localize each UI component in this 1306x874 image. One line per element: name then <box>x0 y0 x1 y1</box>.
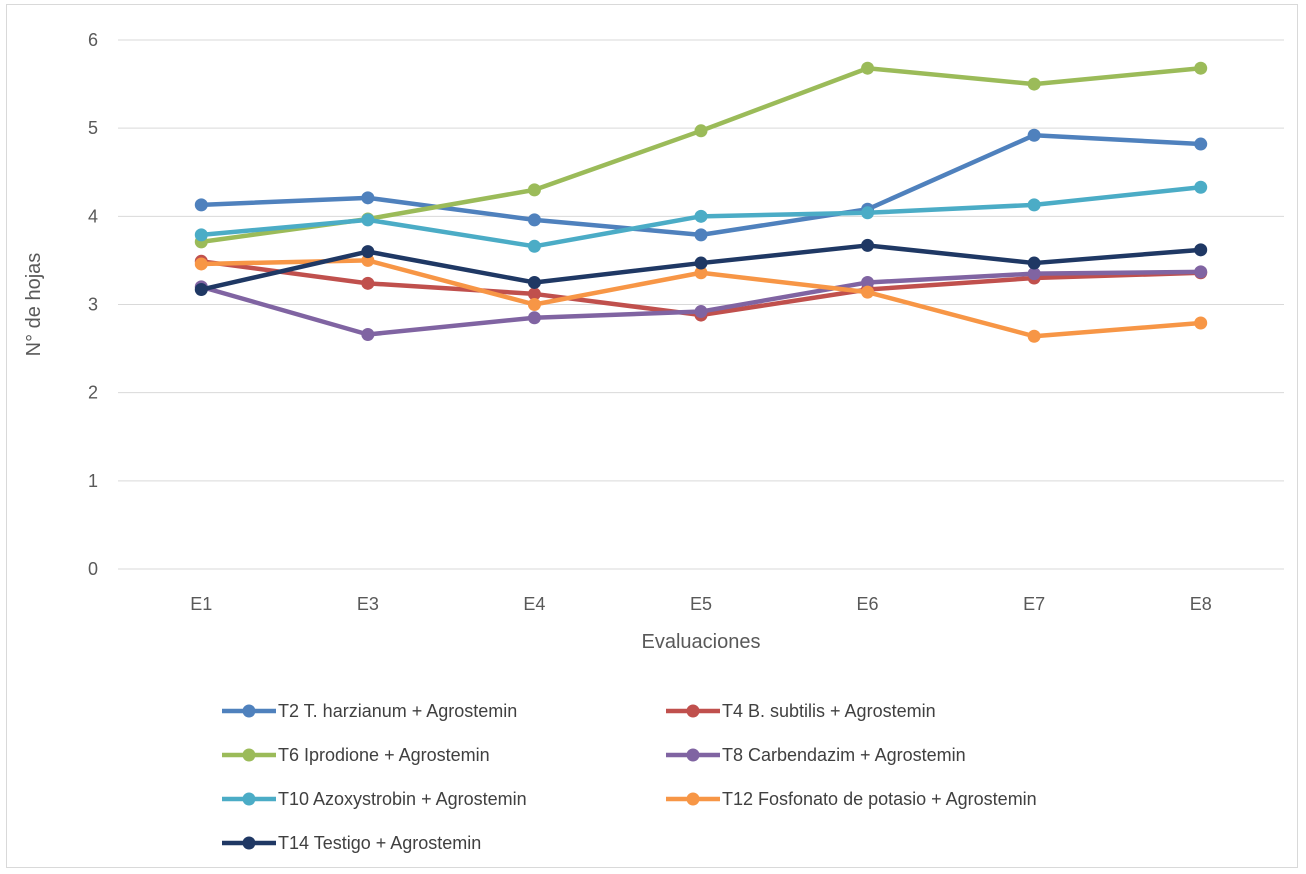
x-tick-label: E6 <box>857 594 879 614</box>
y-tick-label: 1 <box>88 471 98 491</box>
legend-item: T4 B. subtilis + Agrostemin <box>666 701 936 721</box>
legend-marker <box>242 748 256 762</box>
data-point <box>1194 243 1208 257</box>
data-point <box>1194 180 1208 194</box>
data-point <box>1027 256 1041 270</box>
data-point <box>694 256 708 270</box>
legend: T2 T. harzianum + Agrostemin T4 B. subtil… <box>222 701 1037 853</box>
data-point <box>1027 267 1041 281</box>
legend-label: T8 Carbendazim + Agrostemin <box>722 745 966 765</box>
data-point <box>861 61 875 75</box>
legend-item: T12 Fosfonato de potasio + Agrostemin <box>666 789 1037 809</box>
data-point <box>527 298 541 311</box>
legend-marker <box>686 748 700 762</box>
y-tick-label: 0 <box>88 559 98 579</box>
x-axis-title: Evaluaciones <box>642 631 761 653</box>
y-tick-label: 3 <box>88 295 98 315</box>
series-1 <box>194 128 1208 242</box>
data-point <box>527 287 541 301</box>
data-point <box>361 327 375 341</box>
series-4 <box>194 265 1208 341</box>
x-tick-label: E3 <box>357 594 379 614</box>
legend-label: T6 Iprodione + Agrostemin <box>278 745 490 765</box>
data-point <box>1027 77 1041 91</box>
x-tick-label: E1 <box>190 594 212 614</box>
data-point <box>527 275 541 289</box>
data-point <box>861 275 875 289</box>
data-point <box>1194 265 1208 279</box>
x-tick-label: E4 <box>523 594 545 614</box>
legend-label: T4 B. subtilis + Agrostemin <box>722 701 936 721</box>
legend-item: T8 Carbendazim + Agrostemin <box>666 745 966 765</box>
legend-marker <box>242 704 256 718</box>
series-5 <box>194 180 1208 253</box>
data-point <box>361 245 375 259</box>
data-point <box>194 283 208 297</box>
data-point <box>1194 316 1208 330</box>
data-point <box>861 238 875 252</box>
legend-item: T6 Iprodione + Agrostemin <box>222 745 490 765</box>
legend-marker <box>686 704 700 718</box>
y-tick-label: 4 <box>88 206 98 226</box>
y-axis-ticks: 0 1 2 3 4 5 6 <box>88 30 98 579</box>
legend-item: T10 Azoxystrobin + Agrostemin <box>222 789 527 809</box>
data-point <box>527 311 541 325</box>
legend-label: T10 Azoxystrobin + Agrostemin <box>278 789 527 809</box>
x-tick-label: E8 <box>1190 594 1212 614</box>
data-point <box>194 257 208 271</box>
data-point <box>527 213 541 227</box>
data-point <box>527 183 541 197</box>
data-point <box>361 191 375 205</box>
data-point <box>694 209 708 223</box>
legend-label: T2 T. harzianum + Agrostemin <box>278 701 517 721</box>
x-tick-label: E7 <box>1023 594 1045 614</box>
series-7 <box>194 238 1208 297</box>
data-point <box>1027 329 1041 343</box>
y-axis-title: N° de hojas <box>23 253 45 357</box>
data-point <box>861 285 875 299</box>
data-point <box>527 239 541 253</box>
legend-item: T2 T. harzianum + Agrostemin <box>222 701 517 721</box>
data-point <box>861 206 875 220</box>
data-point <box>694 305 708 319</box>
legend-item: T14 Testigo + Agrostemin <box>222 833 481 853</box>
data-point <box>694 228 708 242</box>
data-point <box>694 124 708 138</box>
data-point <box>361 213 375 227</box>
legend-label: T14 Testigo + Agrostemin <box>278 833 481 853</box>
y-tick-label: 6 <box>88 30 98 50</box>
legend-marker <box>242 836 256 850</box>
data-point <box>361 276 375 290</box>
legend-marker <box>242 792 256 806</box>
data-point <box>194 228 208 242</box>
data-point <box>694 266 708 280</box>
data-point <box>1027 128 1041 142</box>
series-lines <box>194 61 1208 343</box>
y-tick-label: 2 <box>88 383 98 403</box>
y-tick-label: 5 <box>88 118 98 138</box>
data-point <box>1194 61 1208 75</box>
data-point <box>194 198 208 212</box>
legend-label: T12 Fosfonato de potasio + Agrostemin <box>722 789 1037 809</box>
x-tick-label: E5 <box>690 594 712 614</box>
legend-marker <box>686 792 700 806</box>
data-point <box>1027 198 1041 212</box>
x-axis-ticks: E1 E3 E4 E5 E6 E7 E8 <box>190 594 1211 614</box>
data-point <box>1194 137 1208 151</box>
